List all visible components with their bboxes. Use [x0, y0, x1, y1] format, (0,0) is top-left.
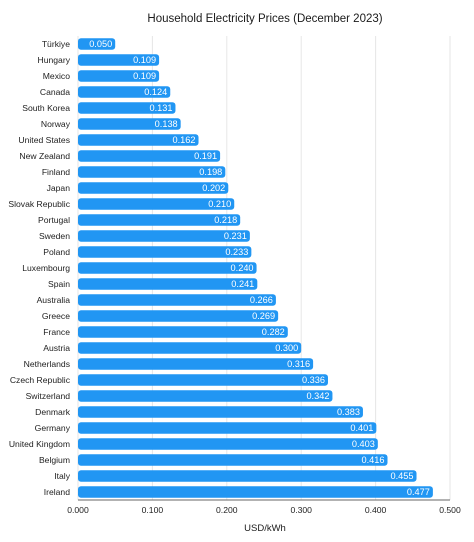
- bar: [78, 342, 302, 354]
- bar: [78, 38, 116, 50]
- bar: [78, 374, 328, 386]
- bar-value-label: 0.383: [337, 407, 360, 417]
- bar-value-label: 0.198: [199, 167, 222, 177]
- bar: [78, 310, 279, 322]
- x-tick-label: 0.500: [439, 505, 461, 515]
- category-label: Australia: [37, 295, 71, 305]
- bar-value-label: 0.233: [225, 247, 248, 257]
- category-label: South Korea: [22, 103, 70, 113]
- bar-value-label: 0.266: [250, 295, 273, 305]
- bar-value-label: 0.416: [362, 455, 385, 465]
- bar: [78, 150, 221, 162]
- bar-value-label: 0.109: [133, 55, 156, 65]
- category-label: Czech Republic: [10, 375, 71, 385]
- bar: [78, 438, 378, 450]
- bar: [78, 358, 314, 370]
- x-tick-label: 0.400: [365, 505, 387, 515]
- category-label: Slovak Republic: [8, 199, 70, 209]
- bar-value-label: 0.202: [202, 183, 225, 193]
- bar-value-label: 0.240: [231, 263, 254, 273]
- bar-value-label: 0.477: [407, 487, 430, 497]
- bar-value-label: 0.231: [224, 231, 247, 241]
- bar: [78, 182, 229, 194]
- bar: [78, 198, 235, 210]
- category-label: Türkiye: [42, 39, 70, 49]
- bar-value-label: 0.241: [231, 279, 254, 289]
- category-label: Switzerland: [26, 391, 71, 401]
- category-label: Poland: [43, 247, 70, 257]
- x-tick-label: 0.300: [290, 505, 312, 515]
- category-label: Belgium: [39, 455, 70, 465]
- category-label: Spain: [48, 279, 70, 289]
- bar-value-label: 0.316: [287, 359, 310, 369]
- bar-value-label: 0.401: [350, 423, 373, 433]
- bar: [78, 454, 388, 466]
- bars: 0.050 0.109 0.109 0.124 0.131 0.138 0.162 0.191…: [78, 38, 433, 498]
- bar: [78, 86, 171, 98]
- category-label: Italy: [54, 471, 70, 481]
- bar-value-label: 0.455: [391, 471, 414, 481]
- x-tick-label: 0.000: [67, 505, 89, 515]
- category-label: United States: [18, 135, 70, 145]
- category-label: France: [43, 327, 70, 337]
- category-label: Luxembourg: [22, 263, 70, 273]
- category-label: New Zealand: [19, 151, 70, 161]
- bar: [78, 246, 252, 258]
- bar: [78, 326, 288, 338]
- bar-value-label: 0.269: [252, 311, 275, 321]
- category-label: Portugal: [38, 215, 70, 225]
- bar-value-label: 0.282: [262, 327, 285, 337]
- bar: [78, 214, 241, 226]
- x-tick-labels: 0.000 0.100 0.200 0.300 0.400 0.500: [67, 505, 461, 515]
- bar-value-label: 0.050: [89, 39, 112, 49]
- bar-value-label: 0.191: [194, 151, 217, 161]
- bar: [78, 134, 199, 146]
- bar-value-label: 0.403: [352, 439, 375, 449]
- x-axis-label: USD/kWh: [244, 523, 286, 534]
- category-label: Netherlands: [24, 359, 70, 369]
- bar: [78, 70, 160, 82]
- category-label: Hungary: [38, 55, 71, 65]
- bar-value-label: 0.300: [275, 343, 298, 353]
- bar-value-label: 0.218: [214, 215, 237, 225]
- x-tick-label: 0.200: [216, 505, 238, 515]
- bar-value-label: 0.124: [144, 87, 167, 97]
- bar-value-label: 0.138: [155, 119, 178, 129]
- category-label: Norway: [41, 119, 71, 129]
- bar: [78, 390, 333, 402]
- category-label: Ireland: [44, 487, 70, 497]
- category-label: Canada: [40, 87, 70, 97]
- category-label: Japan: [47, 183, 71, 193]
- category-label: Austria: [43, 343, 70, 353]
- category-label: Mexico: [43, 71, 70, 81]
- bar-value-label: 0.342: [306, 391, 329, 401]
- bar: [78, 406, 363, 418]
- x-tick-label: 0.100: [142, 505, 164, 515]
- bar-value-label: 0.336: [302, 375, 325, 385]
- category-label: Finland: [42, 167, 70, 177]
- category-label: United Kingdom: [9, 439, 70, 449]
- bar: [78, 54, 160, 66]
- bar: [78, 486, 433, 498]
- chart-title: Household Electricity Prices (December 2…: [147, 13, 382, 25]
- bar: [78, 422, 377, 434]
- bar: [78, 118, 181, 130]
- bar-value-label: 0.210: [208, 199, 231, 209]
- bar: [78, 166, 226, 178]
- category-label: Sweden: [39, 231, 70, 241]
- bar-value-label: 0.109: [133, 71, 156, 81]
- bar-value-label: 0.131: [149, 103, 172, 113]
- bar: [78, 102, 176, 114]
- bar: [78, 470, 417, 482]
- bar: [78, 278, 258, 290]
- bar: [78, 294, 276, 306]
- bar-value-label: 0.162: [173, 135, 196, 145]
- category-label: Greece: [42, 311, 70, 321]
- category-label: Denmark: [35, 407, 71, 417]
- category-labels: Türkiye Hungary Mexico Canada South Korea Nor…: [8, 39, 70, 497]
- bar: [78, 230, 250, 242]
- bar: [78, 262, 257, 274]
- category-label: Germany: [35, 423, 71, 433]
